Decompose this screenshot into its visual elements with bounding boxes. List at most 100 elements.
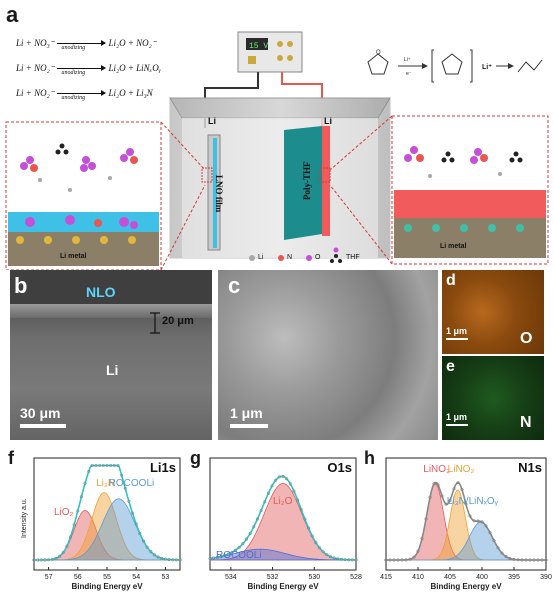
data-point bbox=[468, 514, 472, 518]
data-point bbox=[68, 535, 73, 539]
data-point bbox=[460, 487, 464, 492]
data-point bbox=[400, 558, 404, 562]
reaction-arrow-bottom: e⁻ bbox=[406, 71, 412, 77]
scale-bar-c bbox=[230, 424, 268, 428]
anodizing-cell-diagram: 15 V bbox=[5, 31, 549, 270]
data-point bbox=[384, 558, 388, 562]
data-point bbox=[396, 558, 400, 562]
lno-film bbox=[213, 138, 217, 248]
scale-bar-d-label: 1 μm bbox=[446, 326, 468, 336]
panel-e-label: e bbox=[446, 358, 455, 375]
data-point bbox=[307, 526, 311, 530]
component-peak bbox=[209, 483, 357, 561]
panel-a-label: a bbox=[6, 2, 19, 27]
component-label: ROCOOLi bbox=[216, 550, 262, 561]
data-point bbox=[72, 523, 76, 527]
data-point bbox=[47, 558, 51, 562]
spectrum-title: N1s bbox=[518, 460, 542, 475]
x-tick-label: 400 bbox=[476, 574, 488, 581]
data-point bbox=[343, 558, 347, 562]
poly-thf-block bbox=[284, 126, 322, 240]
scale-bar-e-label: 1 μm bbox=[446, 412, 468, 422]
data-point bbox=[516, 558, 520, 562]
data-point bbox=[266, 491, 270, 495]
legend-li: Li bbox=[258, 254, 264, 261]
legend-thf: THF bbox=[346, 254, 360, 261]
data-point bbox=[58, 554, 62, 558]
data-point bbox=[388, 558, 392, 562]
data-point bbox=[472, 519, 476, 523]
data-point bbox=[392, 558, 396, 562]
x-tick-label: 55 bbox=[103, 574, 111, 581]
x-tick-label: 534 bbox=[225, 574, 237, 581]
right-callout-molecules bbox=[404, 146, 523, 178]
thf-reaction-scheme: O Li⁺ e⁻ Li⁺ bbox=[367, 49, 543, 83]
component-label: LiNO₃ bbox=[423, 464, 450, 475]
data-point bbox=[112, 463, 116, 468]
power-display: 15 V bbox=[249, 42, 268, 51]
x-tick-label: 528 bbox=[350, 574, 362, 581]
data-point bbox=[116, 463, 120, 468]
spectrum-title: O1s bbox=[327, 460, 352, 475]
data-point bbox=[226, 552, 230, 556]
data-point bbox=[277, 475, 281, 479]
data-point bbox=[270, 484, 274, 488]
data-point bbox=[131, 511, 135, 515]
data-point bbox=[484, 524, 488, 528]
data-point bbox=[208, 556, 212, 561]
thickness-label: 20 μm bbox=[162, 315, 194, 327]
callout-left-box bbox=[5, 121, 162, 270]
component-label: LiO₂ bbox=[54, 507, 74, 518]
data-point bbox=[317, 546, 322, 550]
data-point bbox=[532, 558, 536, 562]
data-point bbox=[94, 463, 98, 468]
li-metal-left bbox=[8, 232, 159, 266]
x-tick-label: 56 bbox=[74, 574, 82, 581]
data-point bbox=[500, 551, 504, 555]
scale-bar-e bbox=[446, 424, 468, 426]
data-point bbox=[336, 557, 340, 561]
data-point bbox=[281, 474, 285, 478]
data-point bbox=[412, 555, 416, 559]
data-point bbox=[350, 558, 354, 562]
nlo-film-edge bbox=[10, 304, 212, 318]
data-point bbox=[255, 517, 260, 521]
data-point bbox=[292, 489, 296, 493]
data-point bbox=[36, 558, 40, 562]
data-point bbox=[310, 534, 314, 538]
data-point bbox=[321, 550, 325, 554]
data-point bbox=[61, 550, 65, 555]
data-point bbox=[98, 463, 102, 468]
data-point bbox=[174, 558, 178, 562]
data-point bbox=[171, 558, 175, 562]
data-point bbox=[120, 473, 124, 477]
data-point bbox=[237, 545, 241, 549]
x-axis-label: Binding Energy eV bbox=[247, 582, 319, 591]
data-point bbox=[436, 483, 440, 487]
panel-g-label: g bbox=[190, 448, 201, 468]
panel-d-label: d bbox=[446, 272, 456, 289]
x-tick-label: 54 bbox=[132, 574, 140, 581]
x-tick-label: 410 bbox=[412, 574, 424, 581]
li-ion-markers-left bbox=[16, 236, 136, 244]
eds-nitrogen-map bbox=[442, 356, 544, 440]
power-supply-icon bbox=[237, 31, 303, 73]
x-tick-label: 530 bbox=[308, 574, 320, 581]
x-tick-label: 395 bbox=[508, 574, 520, 581]
x-axis-label: Binding Energy eV bbox=[71, 582, 143, 591]
data-point bbox=[163, 557, 167, 561]
data-point bbox=[259, 508, 263, 513]
scale-bar-b bbox=[20, 424, 66, 428]
data-point bbox=[528, 558, 532, 562]
data-point bbox=[138, 531, 142, 535]
data-point bbox=[76, 509, 80, 513]
eds-oxygen-map bbox=[442, 270, 544, 354]
data-point bbox=[127, 499, 131, 503]
li-base-label: Li bbox=[106, 362, 119, 378]
x-tick-label: 405 bbox=[444, 574, 456, 581]
equation-1: Li + NO₃⁻ anodizing Li₂O + NO₂⁻ bbox=[16, 38, 157, 52]
li-metal-right-label: Li metal bbox=[440, 243, 467, 250]
data-point bbox=[87, 469, 91, 473]
legend-n: N bbox=[287, 254, 293, 261]
data-point bbox=[404, 558, 408, 562]
